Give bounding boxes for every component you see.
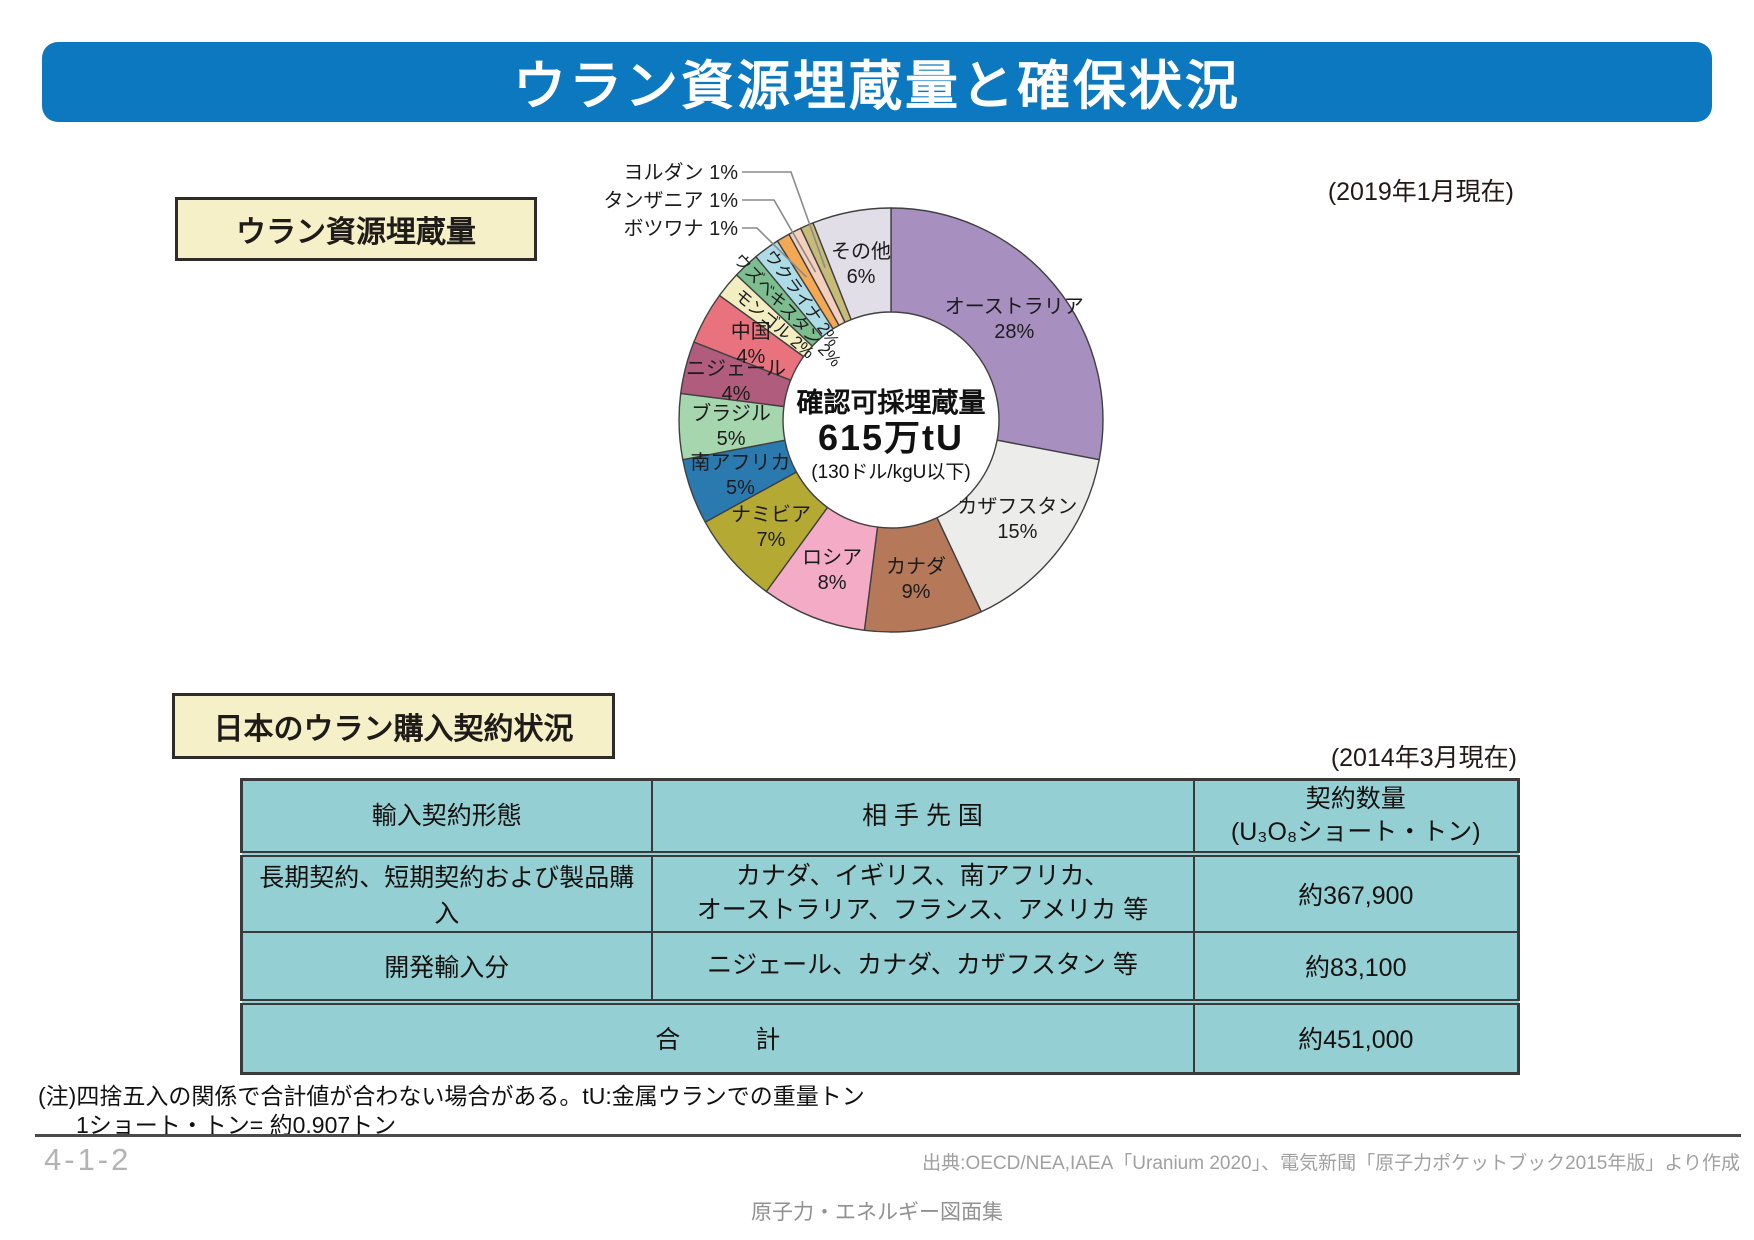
publication-title: 原子力・エネルギー図面集 — [751, 1201, 1003, 1224]
slice-label-ブラジル: ブラジル 5% — [691, 401, 771, 450]
slice-label-南アフリカ: 南アフリカ 5% — [690, 451, 790, 499]
table-header-partner-countries: 相 手 先 国 — [650, 778, 1195, 857]
footnote-line2: 1ショート・トン= 約0.907トン — [76, 1111, 397, 1138]
contracts-date-note: (2014年3月現在) — [1330, 744, 1517, 772]
pie-slice-オーストラリア — [890, 207, 1104, 461]
table-row-total: 合 計 約451,000 — [240, 998, 1520, 1075]
section-label-reserves: ウラン資源埋蔵量 — [175, 197, 537, 261]
slice-label-ニジェール: ニジェール 4% — [686, 358, 786, 405]
uranium-purchase-table: 輸入契約形態 相 手 先 国 契約数量 (U₃O₈ショート・トン) 長期契約、短… — [240, 778, 1520, 1075]
slice-label-ナミビア: ナミビア 7% — [731, 503, 811, 551]
pie-slice-カザフスタン — [936, 439, 1100, 613]
footnotes: (注)四捨五入の関係で合計値が合わない場合がある。tU:金属ウランでの重量トン … — [38, 1082, 865, 1140]
table-header-contract-quantity: 契約数量 (U₃O₈ショート・トン) — [1192, 778, 1520, 857]
uranium-reserves-donut-chart: オーストラリア 28% カザフスタン 15%カナダ 9% ロシア 8%ナミビア 7%南アフリカ… — [604, 161, 1104, 633]
section-label-contracts-text: 日本のウラン購入契約状況 — [213, 713, 574, 746]
slice-label-その他: その他 6% — [831, 240, 891, 288]
slice-label-ロシア: ロシア 8% — [802, 547, 862, 594]
table-row: 開発輸入分 ニジェール、カナダ、カザフスタン 等 約83,100 — [240, 930, 1520, 1003]
callout-label-ボツワナ: ボツワナ 1% — [624, 217, 739, 240]
table-row: 長期契約、短期契約および製品購入 カナダ、イギリス、南アフリカ、 オーストラリア… — [240, 852, 1520, 933]
cell-contract-type: 開発輸入分 — [240, 930, 653, 1003]
cell-quantity: 約83,100 — [1192, 930, 1520, 1003]
section-label-reserves-text: ウラン資源埋蔵量 — [236, 216, 476, 249]
slice-label-オーストラリア: オーストラリア 28% — [945, 296, 1084, 343]
donut-center-line3: (130ドル/kgU以下) — [811, 462, 970, 483]
slice-label-中国: 中国 4% — [731, 320, 771, 368]
callout-label-タンザニア: タンザニア 1% — [604, 189, 739, 212]
title-banner: ウラン資源埋蔵量と確保状況 — [42, 42, 1712, 122]
callout-line-ヨルダン — [742, 171, 826, 268]
cell-contract-type: 長期契約、短期契約および製品購入 — [240, 852, 653, 933]
cell-total-label: 合 計 — [240, 998, 1195, 1075]
callout-line-タンザニア — [742, 199, 817, 273]
callout-line-ボツワナ — [742, 227, 808, 278]
slice-label-カナダ: カナダ 9% — [886, 555, 946, 603]
donut-center-line1: 確認可採埋蔵量 — [797, 387, 986, 418]
pie-slice-その他 — [812, 207, 892, 321]
donut-center-line2: 615万tU — [818, 417, 964, 458]
table-header-contract-type: 輸入契約形態 — [240, 778, 653, 857]
footnote-line1: (注)四捨五入の関係で合計値が合わない場合がある。tU:金属ウランでの重量トン — [38, 1083, 865, 1109]
page-number: 4-1-2 — [44, 1142, 132, 1177]
reserves-date-note: (2019年1月現在) — [1327, 178, 1514, 206]
cell-countries: カナダ、イギリス、南アフリカ、 オーストラリア、フランス、アメリカ 等 — [650, 852, 1195, 933]
cell-quantity: 約367,900 — [1192, 852, 1520, 933]
section-label-contracts: 日本のウラン購入契約状況 — [172, 693, 615, 759]
footer-divider — [35, 1134, 1741, 1137]
source-note: 出典:OECD/NEA,IAEA「Uranium 2020」、電気新聞「原子力ポ… — [922, 1153, 1740, 1174]
cell-countries: ニジェール、カナダ、カザフスタン 等 — [650, 930, 1195, 1003]
page-title: ウラン資源埋蔵量と確保状況 — [513, 57, 1241, 116]
slice-label-カザフスタン: カザフスタン 15% — [957, 495, 1077, 543]
callout-label-ヨルダン: ヨルダン 1% — [624, 161, 739, 184]
cell-total-quantity: 約451,000 — [1192, 998, 1520, 1075]
